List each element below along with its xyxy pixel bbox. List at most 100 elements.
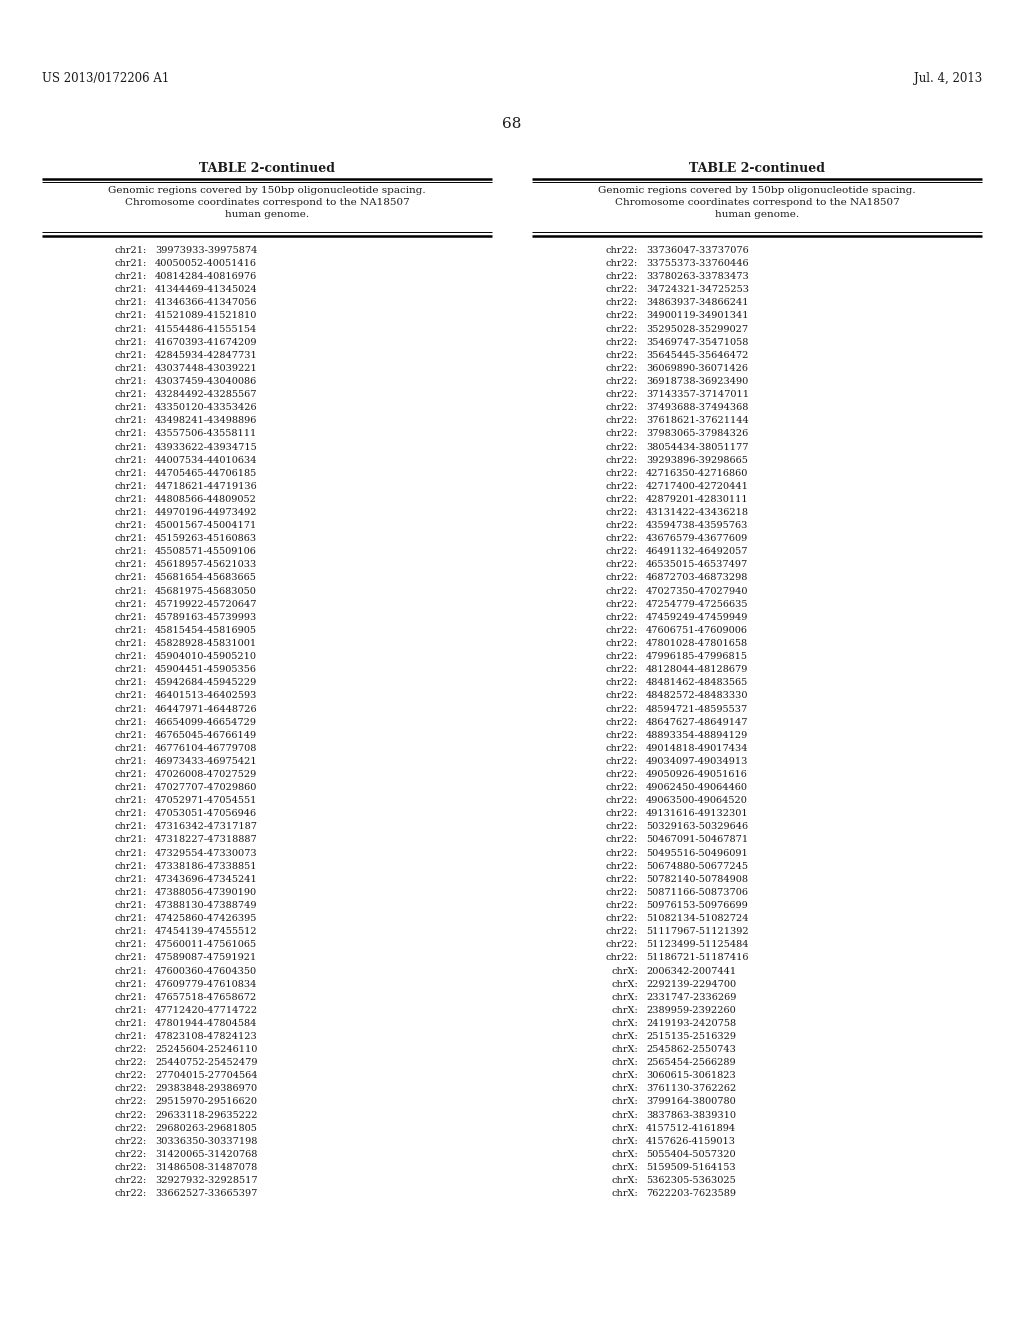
Text: 39973933-39975874: 39973933-39975874: [155, 246, 257, 255]
Text: 48594721-48595537: 48594721-48595537: [646, 705, 749, 714]
Text: chr21:: chr21:: [115, 482, 147, 491]
Text: 45828928-45831001: 45828928-45831001: [155, 639, 257, 648]
Text: 41521089-41521810: 41521089-41521810: [155, 312, 257, 321]
Text: chr21:: chr21:: [115, 626, 147, 635]
Text: chr22:: chr22:: [115, 1163, 147, 1172]
Text: chr21:: chr21:: [115, 902, 147, 909]
Text: 2515135-2516329: 2515135-2516329: [646, 1032, 736, 1041]
Text: chr21:: chr21:: [115, 535, 147, 544]
Text: 46401513-46402593: 46401513-46402593: [155, 692, 257, 701]
Text: 43037459-43040086: 43037459-43040086: [155, 378, 257, 385]
Text: 25440752-25452479: 25440752-25452479: [155, 1059, 257, 1067]
Text: 44808566-44809052: 44808566-44809052: [155, 495, 257, 504]
Text: 31486508-31487078: 31486508-31487078: [155, 1163, 257, 1172]
Text: chr22:: chr22:: [606, 665, 638, 675]
Text: 44007534-44010634: 44007534-44010634: [155, 455, 257, 465]
Text: chr22:: chr22:: [606, 718, 638, 726]
Text: chr22:: chr22:: [606, 652, 638, 661]
Text: human genome.: human genome.: [225, 210, 309, 219]
Text: chr22:: chr22:: [606, 783, 638, 792]
Text: 3761130-3762262: 3761130-3762262: [646, 1085, 736, 1093]
Text: chr22:: chr22:: [606, 809, 638, 818]
Text: Genomic regions covered by 150bp oligonucleotide spacing.: Genomic regions covered by 150bp oligonu…: [109, 186, 426, 195]
Text: Chromosome coordinates correspond to the NA18507: Chromosome coordinates correspond to the…: [125, 198, 410, 207]
Text: 50674880-50677245: 50674880-50677245: [646, 862, 748, 871]
Text: 4157512-4161894: 4157512-4161894: [646, 1123, 736, 1133]
Text: 33662527-33665397: 33662527-33665397: [155, 1189, 257, 1199]
Text: 47318227-47318887: 47318227-47318887: [155, 836, 258, 845]
Text: 43933622-43934715: 43933622-43934715: [155, 442, 258, 451]
Text: chr21:: chr21:: [115, 953, 147, 962]
Text: 37983065-37984326: 37983065-37984326: [646, 429, 749, 438]
Text: 47600360-47604350: 47600360-47604350: [155, 966, 257, 975]
Text: 37618621-37621144: 37618621-37621144: [646, 416, 749, 425]
Text: chr21:: chr21:: [115, 770, 147, 779]
Text: 38054434-38051177: 38054434-38051177: [646, 442, 749, 451]
Text: chr21:: chr21:: [115, 940, 147, 949]
Text: chr21:: chr21:: [115, 521, 147, 531]
Text: 41670393-41674209: 41670393-41674209: [155, 338, 257, 347]
Text: 47609779-47610834: 47609779-47610834: [155, 979, 257, 989]
Text: 47026008-47027529: 47026008-47027529: [155, 770, 257, 779]
Text: chr21:: chr21:: [115, 416, 147, 425]
Text: chr21:: chr21:: [115, 927, 147, 936]
Text: chr22:: chr22:: [115, 1189, 147, 1199]
Text: 45904010-45905210: 45904010-45905210: [155, 652, 257, 661]
Text: chr22:: chr22:: [606, 442, 638, 451]
Text: TABLE 2-continued: TABLE 2-continued: [199, 162, 335, 176]
Text: chr22:: chr22:: [606, 639, 638, 648]
Text: 48647627-48649147: 48647627-48649147: [646, 718, 749, 726]
Text: chrX:: chrX:: [611, 1163, 638, 1172]
Text: chr22:: chr22:: [115, 1123, 147, 1133]
Text: 2545862-2550743: 2545862-2550743: [646, 1045, 736, 1055]
Text: 43594738-43595763: 43594738-43595763: [646, 521, 749, 531]
Text: 34724321-34725253: 34724321-34725253: [646, 285, 749, 294]
Text: 45942684-45945229: 45942684-45945229: [155, 678, 257, 688]
Text: 40814284-40816976: 40814284-40816976: [155, 272, 257, 281]
Text: chr22:: chr22:: [606, 508, 638, 517]
Text: 47254779-47256635: 47254779-47256635: [646, 599, 749, 609]
Text: 45001567-45004171: 45001567-45004171: [155, 521, 257, 531]
Text: 50976153-50976699: 50976153-50976699: [646, 902, 748, 909]
Text: chr21:: chr21:: [115, 573, 147, 582]
Text: chr22:: chr22:: [606, 469, 638, 478]
Text: chr22:: chr22:: [606, 770, 638, 779]
Text: chr21:: chr21:: [115, 756, 147, 766]
Text: chr21:: chr21:: [115, 312, 147, 321]
Text: 45508571-45509106: 45508571-45509106: [155, 548, 257, 556]
Text: chr22:: chr22:: [606, 246, 638, 255]
Text: chr22:: chr22:: [606, 416, 638, 425]
Text: 3060615-3061823: 3060615-3061823: [646, 1072, 736, 1080]
Text: chr21:: chr21:: [115, 888, 147, 896]
Text: 42717400-42720441: 42717400-42720441: [646, 482, 749, 491]
Text: chr22:: chr22:: [606, 535, 638, 544]
Text: Jul. 4, 2013: Jul. 4, 2013: [913, 73, 982, 84]
Text: chr22:: chr22:: [606, 364, 638, 372]
Text: chr21:: chr21:: [115, 652, 147, 661]
Text: chr22:: chr22:: [606, 705, 638, 714]
Text: chr21:: chr21:: [115, 743, 147, 752]
Text: chr22:: chr22:: [115, 1059, 147, 1067]
Text: 49131616-49132301: 49131616-49132301: [646, 809, 749, 818]
Text: chr22:: chr22:: [606, 521, 638, 531]
Text: chrX:: chrX:: [611, 1176, 638, 1185]
Text: chr22:: chr22:: [115, 1110, 147, 1119]
Text: 43350120-43353426: 43350120-43353426: [155, 403, 258, 412]
Text: 47657518-47658672: 47657518-47658672: [155, 993, 257, 1002]
Text: chr21:: chr21:: [115, 259, 147, 268]
Text: 46776104-46779708: 46776104-46779708: [155, 743, 257, 752]
Text: 33736047-33737076: 33736047-33737076: [646, 246, 749, 255]
Text: 47801944-47804584: 47801944-47804584: [155, 1019, 257, 1028]
Text: chr22:: chr22:: [606, 756, 638, 766]
Text: chr22:: chr22:: [606, 913, 638, 923]
Text: 47343696-47345241: 47343696-47345241: [155, 875, 258, 884]
Text: chr21:: chr21:: [115, 993, 147, 1002]
Text: 51082134-51082724: 51082134-51082724: [646, 913, 749, 923]
Text: 43037448-43039221: 43037448-43039221: [155, 364, 258, 372]
Text: 39293896-39298665: 39293896-39298665: [646, 455, 748, 465]
Text: chr21:: chr21:: [115, 718, 147, 726]
Text: chrX:: chrX:: [611, 1032, 638, 1041]
Text: chr21:: chr21:: [115, 796, 147, 805]
Text: chr21:: chr21:: [115, 586, 147, 595]
Text: 45159263-45160863: 45159263-45160863: [155, 535, 257, 544]
